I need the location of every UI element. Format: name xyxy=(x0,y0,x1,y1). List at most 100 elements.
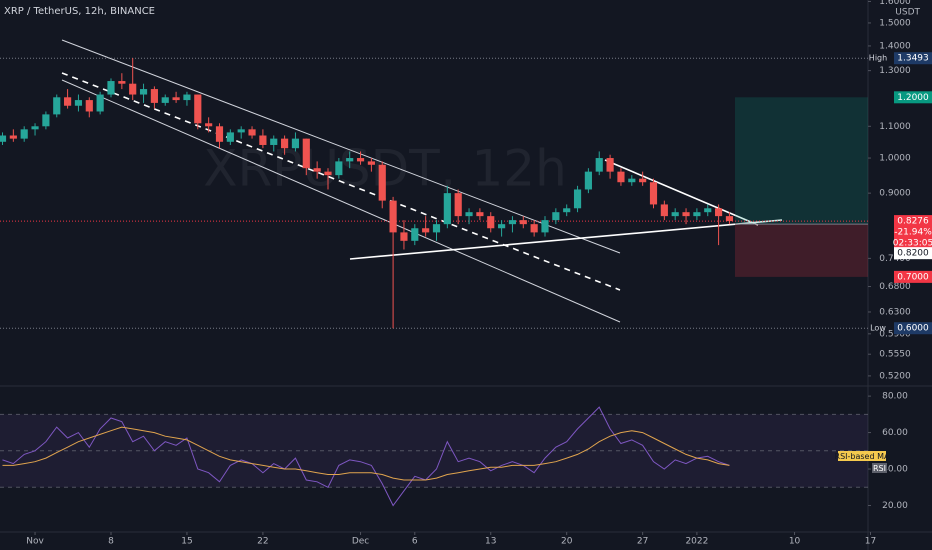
triangle-support xyxy=(349,219,783,260)
x-tick-label: 2022 xyxy=(685,537,708,547)
candle-body xyxy=(150,89,158,103)
position-loss xyxy=(735,224,868,277)
candle-body xyxy=(573,189,582,209)
y-tick-label: 0.6300 xyxy=(879,307,911,317)
x-tick-label: 10 xyxy=(789,537,801,547)
candle-body xyxy=(64,97,72,106)
stop-label-bg xyxy=(894,270,932,283)
triangle-resistance xyxy=(604,159,759,226)
candle-body xyxy=(0,135,7,142)
candle-body xyxy=(215,126,224,142)
candle-body xyxy=(248,129,256,136)
position-profit xyxy=(735,97,868,225)
rsi-y-tick-label: 80.00 xyxy=(882,392,908,402)
candle-body xyxy=(53,97,61,115)
currency-label: USDT xyxy=(895,8,920,18)
candle-body xyxy=(85,100,93,112)
high-name: High xyxy=(869,54,887,63)
candle-body xyxy=(715,208,723,217)
x-tick-label: 6 xyxy=(412,537,418,547)
candle-body xyxy=(595,158,603,172)
candle-body xyxy=(628,178,636,183)
y-tick-label: 0.5550 xyxy=(879,350,911,360)
rsi-y-tick-label: 60.00 xyxy=(882,428,908,438)
target-label-bg xyxy=(894,91,932,104)
channel-lower xyxy=(61,79,621,323)
candle-body xyxy=(530,224,538,233)
x-tick-label: 17 xyxy=(865,537,876,547)
y-tick-label: 1.6000 xyxy=(879,0,911,7)
candle-body xyxy=(20,129,28,139)
candle-body xyxy=(139,89,148,95)
candle-body xyxy=(324,171,332,176)
candle-body xyxy=(270,138,278,145)
candle-body xyxy=(281,138,289,149)
high-label-bg xyxy=(894,52,932,65)
y-tick-label: 1.3000 xyxy=(879,66,911,76)
candle-body xyxy=(422,228,430,233)
rsi-line xyxy=(2,406,730,507)
candle-body xyxy=(237,129,245,133)
candle-body xyxy=(259,135,267,145)
x-tick-label: 22 xyxy=(257,537,268,547)
rsi-y-tick-label: 20.00 xyxy=(882,501,908,511)
candle-body xyxy=(617,171,625,183)
candle-body xyxy=(96,94,104,112)
candle-body xyxy=(432,224,441,233)
candle-body xyxy=(291,138,300,149)
y-tick-label: 0.5900 xyxy=(879,329,911,339)
x-tick-label: 13 xyxy=(485,537,496,547)
candle-body xyxy=(552,212,560,221)
candle-body xyxy=(465,212,473,217)
candle-body xyxy=(519,220,527,225)
candle-body xyxy=(346,158,354,162)
channel-middle xyxy=(61,72,621,291)
candle-body xyxy=(693,212,701,217)
x-tick-label: 8 xyxy=(108,537,114,547)
candle-body xyxy=(639,178,647,183)
candle-body xyxy=(74,100,83,106)
low-name: Low xyxy=(870,324,886,333)
y-tick-label: 1.5000 xyxy=(879,18,911,28)
entry-label-bg xyxy=(894,247,932,260)
candle-body xyxy=(389,200,397,233)
candle-body xyxy=(31,126,39,130)
target-label: 1.2000 xyxy=(897,93,929,103)
rsi-y-tick-label: 40.00 xyxy=(882,465,908,475)
channel-upper xyxy=(61,39,621,254)
candle-body xyxy=(606,158,614,172)
y-tick-label: 0.5200 xyxy=(879,371,911,381)
candle-body xyxy=(9,135,17,139)
candle-body xyxy=(476,212,484,217)
last-label-bg xyxy=(894,215,932,250)
candle-body xyxy=(161,97,169,103)
candle-body xyxy=(118,81,126,84)
x-tick-label: 15 xyxy=(181,537,192,547)
candle-body xyxy=(508,220,517,225)
last-countdown: 02:33:05 xyxy=(893,239,932,249)
y-tick-label: 1.4000 xyxy=(879,41,911,51)
legend-ma: RSI-based MA xyxy=(835,452,890,461)
candle-body xyxy=(172,97,180,101)
candle-body xyxy=(454,193,462,217)
candle-body xyxy=(378,164,386,201)
candle-body xyxy=(356,158,365,162)
low-label-bg xyxy=(894,322,932,335)
stop-label: 0.7000 xyxy=(897,272,929,282)
candle-body xyxy=(367,161,375,165)
candle-body xyxy=(313,168,321,172)
y-tick-label: 1.0000 xyxy=(879,154,911,164)
legend-ma-bg xyxy=(838,451,886,461)
candle-body xyxy=(563,208,571,213)
last-change: -21.94% xyxy=(894,228,932,238)
candle-body xyxy=(302,138,310,169)
low-label: 0.6000 xyxy=(897,324,929,334)
high-label: 1.3493 xyxy=(897,54,929,64)
chart-title: XRP / TetherUS, 12h, BINANCE xyxy=(4,6,155,17)
rsi-line xyxy=(2,426,730,481)
candle-body xyxy=(205,123,213,127)
y-tick-label: 0.6800 xyxy=(879,282,911,292)
candle-body xyxy=(660,204,668,217)
x-tick-label: 27 xyxy=(637,537,648,547)
